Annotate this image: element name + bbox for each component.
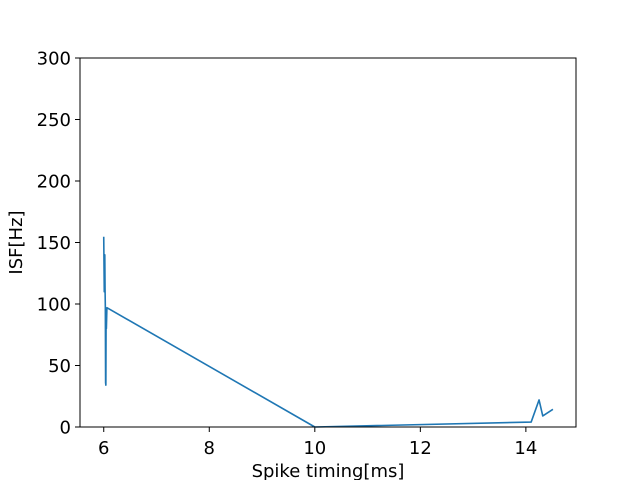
x-tick-label: 6 (98, 438, 109, 459)
y-tick-label: 150 (37, 233, 71, 254)
x-tick-label: 8 (204, 438, 215, 459)
y-tick-label: 300 (37, 49, 71, 70)
y-tick-label: 0 (60, 418, 71, 439)
y-tick-label: 250 (37, 110, 71, 131)
series (102, 236, 554, 428)
y-tick-label: 50 (48, 356, 71, 377)
x-tick-label: 10 (303, 438, 326, 459)
axes-frame (79, 57, 577, 428)
y-tick-label: 100 (37, 295, 71, 316)
y-tick-label: 200 (37, 172, 71, 193)
x-tick-label: 14 (514, 438, 537, 459)
x-axis-label: Spike timing[ms] (252, 461, 405, 480)
ticks: 6 8 10 12 14 0 50 100 150 200 250 300 (37, 49, 538, 460)
y-axis-label: ISF[Hz] (6, 210, 27, 274)
x-tick-label: 12 (409, 438, 432, 459)
isf-series-line (102, 236, 554, 428)
